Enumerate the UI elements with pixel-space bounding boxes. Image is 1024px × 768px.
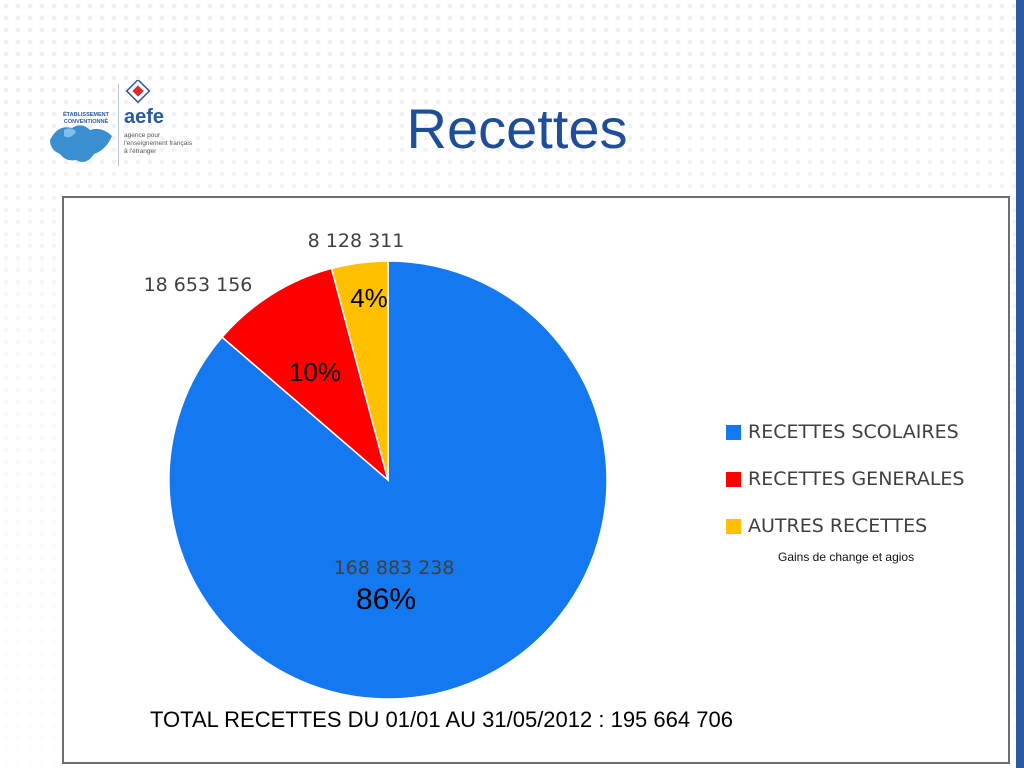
logo-subtitle: agence pour l'enseignement français à l'… bbox=[124, 132, 193, 155]
legend-swatch-2 bbox=[726, 518, 741, 534]
slice-percent-label-2: 4% bbox=[350, 283, 388, 313]
right-accent-bar bbox=[1016, 0, 1024, 768]
slice-value-label-2: 8 128 311 bbox=[308, 230, 405, 252]
legend-swatch-0 bbox=[726, 424, 741, 440]
legend-item-1: RECETTES GENERALES bbox=[726, 467, 965, 491]
seal-text: ÉTABLISSEMENT CONVENTIONNÉ bbox=[62, 112, 110, 125]
aefe-logo: ÉTABLISSEMENT CONVENTIONNÉ aefe agence p… bbox=[46, 80, 192, 170]
slice-percent-label-1: 10% bbox=[289, 357, 341, 387]
pie-slice-2 bbox=[330, 260, 389, 481]
pie-slice-1 bbox=[220, 267, 390, 483]
legend-item-2: AUTRES RECETTES bbox=[726, 514, 965, 538]
globe-map-icon bbox=[50, 125, 112, 162]
slice-value-label-1: 18 653 156 bbox=[144, 274, 253, 296]
legend-label-0: RECETTES SCOLAIRES bbox=[748, 421, 959, 443]
slice-value-label-0: 168 883 238 bbox=[334, 557, 455, 579]
chart-legend: RECETTES SCOLAIRES RECETTES GENERALES AUTR… bbox=[726, 420, 965, 561]
logo-brand: aefe bbox=[124, 106, 165, 128]
slice-percent-label-0: 86% bbox=[356, 583, 416, 616]
legend-label-1: RECETTES GENERALES bbox=[748, 468, 965, 490]
legend-label-2: AUTRES RECETTES bbox=[748, 515, 928, 537]
legend-swatch-1 bbox=[726, 471, 741, 487]
total-revenue-text: TOTAL RECETTES DU 01/01 AU 31/05/2012 : … bbox=[150, 707, 733, 732]
logo-divider bbox=[118, 84, 119, 166]
page-title: Recettes bbox=[406, 97, 628, 160]
legend-item-0: RECETTES SCOLAIRES bbox=[726, 420, 965, 444]
aefe-emblem-icon bbox=[125, 80, 151, 104]
legend-note: Gains de change et agios bbox=[778, 550, 915, 564]
